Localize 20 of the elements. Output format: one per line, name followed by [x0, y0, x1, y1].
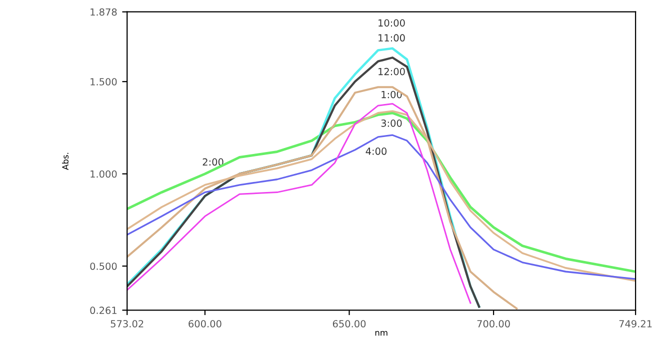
- annotation: 4:00: [366, 148, 387, 155]
- x-tick-label: 749.21: [619, 320, 652, 328]
- x-tick-label: 573.02: [110, 320, 144, 328]
- y-axis-title: Abs.: [62, 152, 68, 170]
- annotation: 3:00: [381, 120, 402, 127]
- annotation: 10:00: [378, 19, 405, 27]
- y-tick-label: 0.500: [90, 262, 117, 270]
- y-tick-label: 0.261: [90, 306, 116, 314]
- y-tick-label: 1.500: [90, 78, 117, 86]
- annotation: 12:00: [378, 68, 405, 76]
- annotation: 11:00: [378, 34, 405, 42]
- x-tick-label: 700.00: [477, 320, 510, 328]
- y-tick-label: 1.878: [90, 8, 117, 16]
- line-series: [127, 102, 472, 304]
- x-axis-title: nm: [375, 330, 388, 336]
- line-series: [127, 134, 636, 280]
- y-tick-label: 1.000: [90, 170, 117, 178]
- x-tick-label: 650.00: [332, 320, 366, 328]
- x-tick-label: 600.00: [188, 320, 222, 328]
- annotation: 2:00: [202, 158, 224, 166]
